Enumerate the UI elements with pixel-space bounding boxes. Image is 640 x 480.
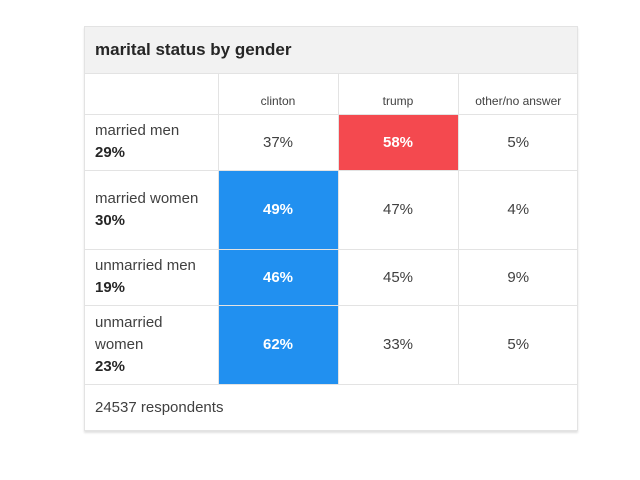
respondents-count: 24537 respondents [85,384,577,430]
value-cell-trump: 33% [337,304,459,384]
value-cell-clinton: 62% [217,304,339,384]
group-label-cell: unmarried women 23% [85,304,219,384]
value-cell-trump: 58% [337,113,459,171]
table-row: unmarried men 19% 46% 45% 9% [85,248,578,306]
group-name: married men [95,122,180,139]
table-row: married men 29% 37% 58% 5% [85,113,578,171]
group-name: unmarried women [95,313,163,353]
column-header-other: other/no answer [457,74,578,115]
group-share: 19% [95,279,126,296]
value-cell-clinton: 46% [217,248,339,306]
value-cell-clinton: 37% [217,113,339,171]
column-header-trump: trump [337,74,459,115]
results-card: marital status by gender clinton trump o… [84,26,578,431]
group-share: 29% [95,144,126,161]
group-label-cell: unmarried men 19% [85,248,219,306]
header-row: clinton trump other/no answer [85,74,578,115]
card-title: marital status by gender [85,27,577,74]
table-row: married women 30% 49% 47% 4% [85,169,578,250]
group-share: 23% [95,357,126,375]
group-label-cell: married men 29% [85,113,219,171]
value-cell-trump: 45% [337,248,459,306]
value-cell-trump: 47% [337,169,459,250]
value-cell-clinton: 49% [217,169,339,250]
table-row: unmarried women 23% 62% 33% 5% [85,304,578,384]
group-name: unmarried men [95,257,196,274]
value-cell-other: 5% [457,113,578,171]
value-cell-other: 5% [457,304,578,384]
group-share: 30% [95,211,126,229]
results-table: clinton trump other/no answer married me… [85,74,578,384]
group-name: married women [95,189,199,207]
value-cell-other: 4% [457,169,578,250]
group-label-cell: married women 30% [85,169,219,250]
column-header-clinton: clinton [217,74,339,115]
value-cell-other: 9% [457,248,578,306]
header-group-column [85,74,219,115]
